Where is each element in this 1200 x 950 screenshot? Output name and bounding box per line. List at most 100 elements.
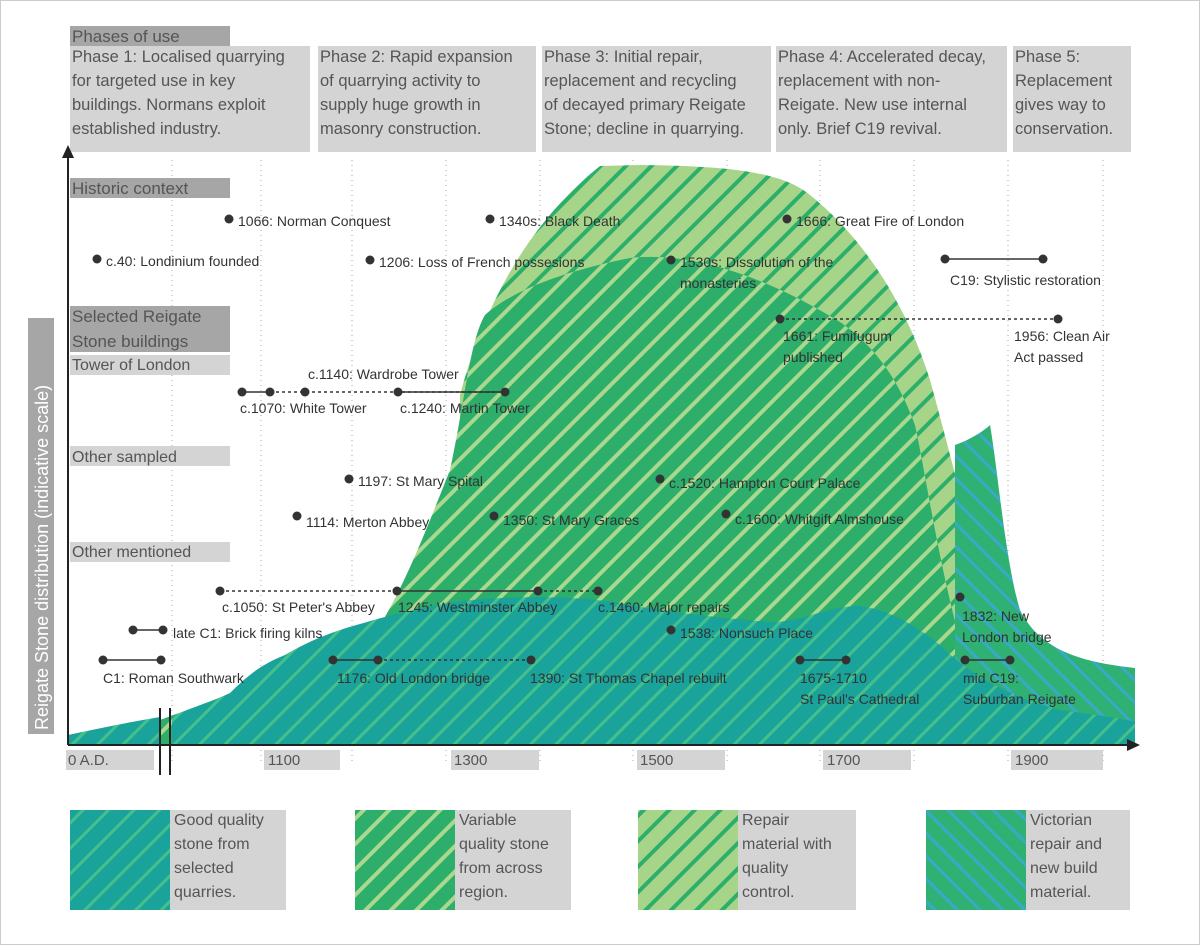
- legend-label-variable-quality: Variable quality stone from across regio…: [459, 812, 553, 901]
- event-marker: [721, 509, 731, 519]
- event-marker: [489, 511, 499, 521]
- legend-label-victorian: Victorian repair and new build material.: [1030, 812, 1107, 901]
- phase-1-box: Phase 1: Localised quarrying for targete…: [70, 46, 310, 152]
- event-marker: [775, 314, 785, 324]
- buildings-title-bg: [70, 306, 230, 352]
- legend-label-bg: [738, 810, 856, 910]
- event-marker: [393, 387, 403, 397]
- historic-context-title: Historic context: [72, 179, 188, 198]
- other-sampled-bg: [70, 446, 230, 466]
- x-tick-0ad: 0 A.D.: [68, 752, 109, 769]
- x-axis: [68, 708, 1140, 775]
- event-marker: [960, 655, 970, 665]
- x-tick-bg: [823, 750, 911, 770]
- event-white-tower: c.1070: White Tower: [240, 400, 367, 416]
- x-tick-1900: 1900: [1015, 752, 1048, 769]
- legend-swatch-good-quality: [70, 810, 170, 910]
- good-quality-area: [68, 597, 1135, 745]
- historic-title-bg: [70, 178, 230, 198]
- event-st-thomas-chapel: 1390: St Thomas Chapel rebuilt: [530, 670, 727, 686]
- phase-3-box: Phase 3: Initial repair, replacement and…: [542, 46, 771, 152]
- event-londinium: c.40: Londinium founded: [106, 253, 259, 269]
- x-axis-arrow-icon: [1127, 739, 1140, 751]
- event-suburban-reigate: mid C19: Suburban Reigate: [963, 670, 1076, 707]
- legend: Good quality stone from selected quarrie…: [70, 810, 1130, 910]
- legend-item-victorian: Victorian repair and new build material.: [926, 810, 1130, 910]
- event-marker: [782, 214, 792, 224]
- event-marker: [526, 655, 536, 665]
- phase-5-box: Phase 5: Replacement gives way to conser…: [1013, 46, 1131, 152]
- event-nonsuch-place: 1538: Nonsuch Place: [680, 625, 813, 641]
- event-marker: [373, 655, 383, 665]
- event-marker: [300, 387, 310, 397]
- event-new-london-bridge: 1832: New London bridge: [962, 608, 1052, 645]
- legend-item-good-quality: Good quality stone from selected quarrie…: [70, 810, 286, 910]
- legend-item-repair-material: Repair material with quality control.: [638, 810, 856, 910]
- event-marker: [365, 255, 375, 265]
- phase-5-bg: [1013, 46, 1131, 152]
- legend-swatch-repair-material: [638, 810, 738, 910]
- x-tick-1700: 1700: [827, 752, 860, 769]
- event-marker: [265, 387, 275, 397]
- legend-item-variable-quality: Variable quality stone from across regio…: [355, 810, 571, 910]
- event-fumifugum: 1661: Fumifugum published: [783, 328, 896, 365]
- legend-label-bg: [1026, 810, 1130, 910]
- event-st-pauls-cathedral: 1675-1710 St Paul's Cathedral: [800, 670, 919, 707]
- event-marker: [955, 592, 965, 602]
- y-axis-label-bg: [28, 318, 54, 734]
- event-martin-tower: c.1240: Martin Tower: [400, 400, 530, 416]
- victorian-area: [955, 425, 1135, 745]
- phase-1-text: Phase 1: Localised quarrying for targete…: [72, 48, 289, 138]
- x-tick-bg: [264, 750, 340, 770]
- other-mentioned-bg: [70, 542, 230, 562]
- event-marker: [841, 655, 851, 665]
- event-marker: [92, 254, 102, 264]
- event-black-death: 1340s: Black Death: [499, 213, 620, 229]
- y-axis-label-box: Reigate Stone distribution (indicative s…: [28, 318, 54, 734]
- legend-swatch-variable-quality: [355, 810, 455, 910]
- other-sampled-label: Other sampled: [72, 449, 177, 466]
- phase-2-text: Phase 2: Rapid expansion of quarrying ac…: [320, 48, 517, 138]
- event-marker: [328, 655, 338, 665]
- event-marker: [593, 586, 603, 596]
- event-marker: [485, 214, 495, 224]
- event-stylistic-restoration: C19: Stylistic restoration: [950, 272, 1101, 288]
- event-marker: [940, 254, 950, 264]
- event-marker: [795, 655, 805, 665]
- event-brick-firing-kilns: late C1: Brick firing kilns: [173, 625, 322, 641]
- event-marker: [224, 214, 234, 224]
- legend-label-good-quality: Good quality stone from selected quarrie…: [174, 812, 268, 901]
- event-marker: [1053, 314, 1063, 324]
- event-wardrobe-tower: c.1140: Wardrobe Tower: [308, 366, 459, 382]
- phase-2-box: Phase 2: Rapid expansion of quarrying ac…: [318, 46, 536, 152]
- legend-swatch-victorian: [926, 810, 1026, 910]
- phase-3-text: Phase 3: Initial repair, replacement and…: [544, 48, 750, 138]
- x-tick-1500: 1500: [640, 752, 673, 769]
- event-marker: [98, 655, 108, 665]
- event-hampton-court: c.1520: Hampton Court Palace: [669, 475, 861, 491]
- phase-2-bg: [318, 46, 536, 152]
- legend-label-bg: [455, 810, 571, 910]
- legend-label-repair-material: Repair material with quality control.: [742, 812, 836, 901]
- event-marker: [292, 511, 302, 521]
- event-norman-conquest: 1066: Norman Conquest: [238, 213, 391, 229]
- event-st-mary-graces: 1350: St Mary Graces: [503, 512, 639, 528]
- other-mentioned-label: Other mentioned: [72, 544, 191, 561]
- phase-1-bg: [70, 46, 310, 152]
- legend-label-bg: [170, 810, 286, 910]
- tower-of-london-bg: [70, 355, 230, 375]
- event-marker: [237, 387, 247, 397]
- phase-4-bg: [776, 46, 1007, 152]
- event-markers: [92, 214, 1063, 665]
- event-major-repairs: c.1460: Major repairs: [598, 599, 730, 615]
- event-marker: [392, 586, 402, 596]
- event-marker: [533, 586, 543, 596]
- event-marker: [1005, 655, 1015, 665]
- event-loss-of-french: 1206: Loss of French possesions: [379, 254, 584, 270]
- event-whitgift-almshouse: c.1600: Whitgift Almshouse: [735, 511, 904, 527]
- event-marker: [344, 474, 354, 484]
- event-westminster-abbey: 1245: Westminster Abbey: [398, 599, 557, 615]
- event-clean-air-act: 1956: Clean Air Act passed: [1014, 328, 1114, 365]
- event-marker: [128, 625, 138, 635]
